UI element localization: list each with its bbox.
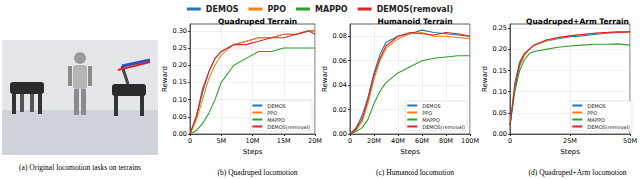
svg-text:DEMOS: DEMOS [587,103,605,109]
svg-text:(d) Quadruped+Arm locomotion: (d) Quadruped+Arm locomotion [529,168,627,177]
svg-text:Reward: Reward [161,66,169,92]
svg-text:80M: 80M [439,137,453,145]
svg-text:DEMOS: DEMOS [267,103,285,109]
svg-text:DEMOS: DEMOS [422,103,440,109]
svg-text:MAPPO: MAPPO [422,117,440,123]
svg-text:0.06: 0.06 [333,57,347,65]
svg-text:PPO: PPO [422,110,432,116]
svg-text:0.15: 0.15 [173,78,187,86]
svg-text:Steps: Steps [243,148,263,156]
svg-text:20M: 20M [308,137,322,145]
svg-text:25M: 25M [563,137,577,145]
svg-text:DEMOS(removal): DEMOS(removal) [422,124,465,130]
svg-text:DEMOS(removal): DEMOS(removal) [587,124,630,130]
svg-text:15M: 15M [277,137,291,145]
svg-text:MAPPO: MAPPO [587,117,605,123]
svg-text:0.05: 0.05 [173,113,187,121]
svg-text:0.10: 0.10 [173,96,187,104]
svg-text:0.02: 0.02 [333,106,347,114]
svg-text:0.04: 0.04 [333,81,347,89]
svg-text:0.25: 0.25 [493,24,507,32]
svg-text:(b) Quadruped locomotion: (b) Quadruped locomotion [218,168,298,177]
svg-text:60M: 60M [415,137,429,145]
svg-text:DEMOS: DEMOS [206,5,239,14]
svg-text:DEMOS(removal): DEMOS(removal) [377,5,454,14]
svg-text:0.08: 0.08 [333,32,347,40]
html-text:(a) Original locomotion tasks: (a) Original locomotion tasks on terrain… [19,163,141,172]
svg-text:5M: 5M [216,137,226,145]
svg-text:40M: 40M [391,137,405,145]
svg-text:Humanoid Terrain: Humanoid Terrain [377,17,452,26]
svg-text:100M: 100M [461,137,479,145]
svg-text:PPO: PPO [267,5,286,14]
svg-text:10M: 10M [246,137,260,145]
svg-text:Reward: Reward [321,66,329,92]
svg-text:0.25: 0.25 [173,44,187,52]
svg-text:MAPPO: MAPPO [267,117,285,123]
svg-text:0: 0 [188,137,192,145]
svg-text:0: 0 [508,137,512,145]
svg-text:0.00: 0.00 [333,130,347,138]
svg-text:Steps: Steps [400,148,420,156]
svg-text:0.20: 0.20 [173,61,187,69]
svg-text:0.00: 0.00 [173,130,187,138]
svg-text:(c) Humanoid locomotion: (c) Humanoid locomotion [376,168,454,177]
svg-text:0.30: 0.30 [173,27,187,35]
svg-text:0: 0 [348,137,352,145]
svg-text:PPO: PPO [587,110,597,116]
svg-text:0.00: 0.00 [493,130,507,138]
svg-text:20M: 20M [367,137,381,145]
svg-text:50M: 50M [623,137,637,145]
svg-text:0.15: 0.15 [493,67,507,75]
svg-text:Steps: Steps [560,148,580,156]
svg-text:0.20: 0.20 [493,45,507,53]
svg-text:DEMOS(removal): DEMOS(removal) [267,124,310,130]
svg-text:Reward: Reward [481,66,489,92]
svg-text:Quadruped Terrain: Quadruped Terrain [218,17,297,26]
svg-text:Quadruped+Arm Terrain: Quadruped+Arm Terrain [526,17,629,26]
svg-text:PPO: PPO [267,110,277,116]
svg-text:MAPPO: MAPPO [315,5,348,14]
svg-text:0.05: 0.05 [493,109,507,117]
svg-text:0.10: 0.10 [493,88,507,96]
